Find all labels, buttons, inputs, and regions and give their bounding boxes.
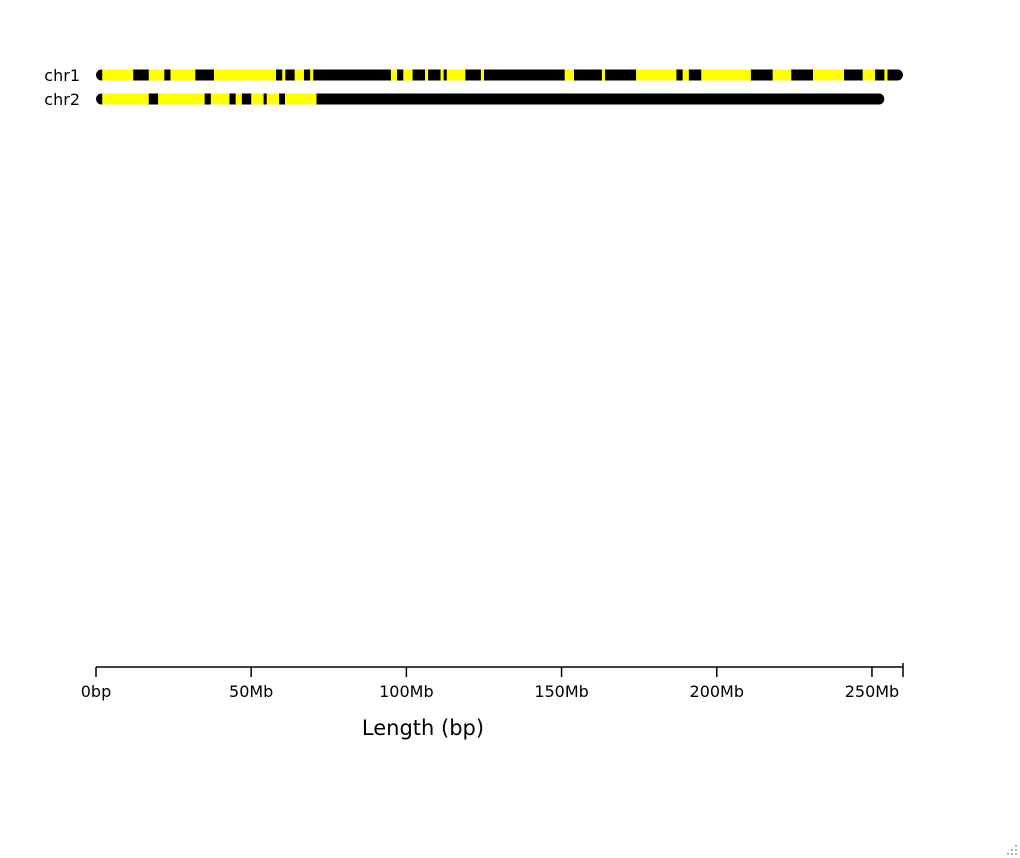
band-segment xyxy=(812,69,845,81)
tick-label: 150Mb xyxy=(534,682,589,701)
band-segment xyxy=(701,69,751,81)
band-segment xyxy=(601,69,606,81)
chromosome-chr1: chr1 xyxy=(44,66,903,85)
band-segment xyxy=(403,69,413,81)
x-axis: 0bp 50Mb 100Mb 150Mb 200Mb 250Mb xyxy=(81,663,904,701)
band-segment xyxy=(213,69,277,81)
band-segment xyxy=(310,69,314,81)
chromosome-label: chr2 xyxy=(44,90,80,109)
band-segment xyxy=(564,69,574,81)
band-segment xyxy=(425,69,429,81)
band-segment xyxy=(682,69,689,81)
chromosome-chr2: chr2 xyxy=(44,90,885,109)
band-segment xyxy=(251,93,264,105)
band-segment xyxy=(170,69,196,81)
chromosome-label: chr1 xyxy=(44,66,80,85)
band-segment xyxy=(636,69,677,81)
tick-label: 250Mb xyxy=(845,682,900,701)
tick-label: 100Mb xyxy=(379,682,434,701)
band-segment xyxy=(440,69,444,81)
band-segment xyxy=(480,69,484,81)
band-segment xyxy=(285,93,317,105)
chromosome-rows: chr1 chr2 xyxy=(44,66,903,109)
band-segment xyxy=(390,69,398,81)
chromosome-body xyxy=(96,93,885,105)
band-segment xyxy=(446,69,466,81)
chromosome-body xyxy=(96,69,903,81)
band-segment xyxy=(282,69,286,81)
band-segment xyxy=(294,69,304,81)
band-segment xyxy=(266,93,280,105)
tick-label: 50Mb xyxy=(229,682,273,701)
band-segment xyxy=(884,69,888,81)
band-segment xyxy=(102,69,134,81)
resize-grip-icon[interactable] xyxy=(1002,840,1018,856)
band-segment xyxy=(102,93,149,105)
band-segment xyxy=(210,93,230,105)
band-segment xyxy=(235,93,242,105)
band-segment xyxy=(772,69,792,81)
band-segment xyxy=(158,93,205,105)
tick-label: 200Mb xyxy=(690,682,745,701)
tick-label: 0bp xyxy=(81,682,112,701)
x-axis-label: Length (bp) xyxy=(362,716,484,740)
band-segment xyxy=(148,69,165,81)
band-segment xyxy=(862,69,876,81)
